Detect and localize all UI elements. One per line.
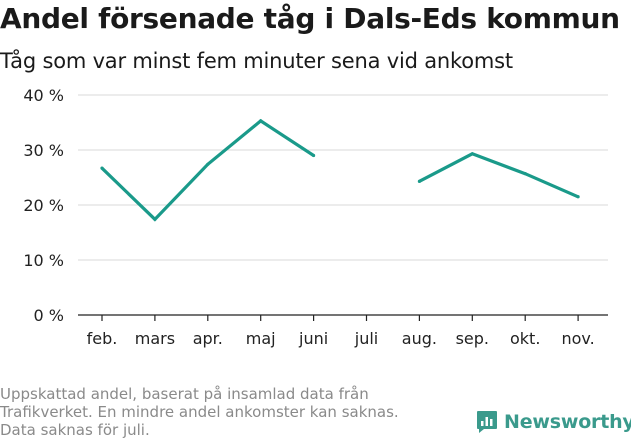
x-tick-label: feb. xyxy=(87,329,118,348)
data-point xyxy=(312,153,316,158)
y-tick-label: 0 % xyxy=(34,306,64,325)
data-point xyxy=(153,217,157,221)
x-tick-label: sep. xyxy=(456,329,489,348)
series-line-segment xyxy=(418,152,579,199)
brand-logo: Newsworthy xyxy=(476,408,631,436)
brand-name: Newsworthy xyxy=(504,411,631,433)
footnote: Uppskattad andel, baserat på insamlad da… xyxy=(0,385,440,439)
x-tick-label: apr. xyxy=(193,329,223,348)
data-point xyxy=(523,172,527,176)
x-tick-label: nov. xyxy=(561,329,594,348)
bar-chart-speech-bubble-icon xyxy=(477,411,497,433)
data-point xyxy=(470,152,474,156)
y-tick-labels: 0 % 10 % 20 % 30 % 40 % xyxy=(23,86,64,325)
x-tick-label: juli xyxy=(354,329,378,348)
data-point xyxy=(206,162,210,166)
data-point xyxy=(417,179,421,183)
x-tick-label: maj xyxy=(246,329,276,348)
y-tick-label: 30 % xyxy=(23,141,64,160)
y-tick-label: 20 % xyxy=(23,196,64,215)
footnote-line: Trafikverket. En mindre andel ankomster … xyxy=(0,403,399,421)
footnote-line: Uppskattad andel, baserat på insamlad da… xyxy=(0,385,369,403)
x-tick-labels: feb. mars apr. maj juni juli aug. sep. okt. nov. xyxy=(87,315,595,348)
data-point xyxy=(259,119,263,123)
data-points xyxy=(100,119,580,221)
x-tick-label: mars xyxy=(135,329,175,348)
chart-title: Andel försenade tåg i Dals-Eds kommun xyxy=(0,2,620,35)
x-tick-label: aug. xyxy=(402,329,437,348)
footnote-line: Data saknas för juli. xyxy=(0,421,150,439)
y-grid xyxy=(78,94,608,316)
chart-subtitle: Tåg som var minst fem minuter sena vid a… xyxy=(0,49,513,73)
x-tick-label: okt. xyxy=(510,329,540,348)
data-point xyxy=(576,195,580,199)
data-point xyxy=(100,166,104,170)
y-tick-label: 10 % xyxy=(23,251,64,270)
y-tick-label: 40 % xyxy=(23,86,64,105)
x-tick-label: juni xyxy=(298,329,328,348)
